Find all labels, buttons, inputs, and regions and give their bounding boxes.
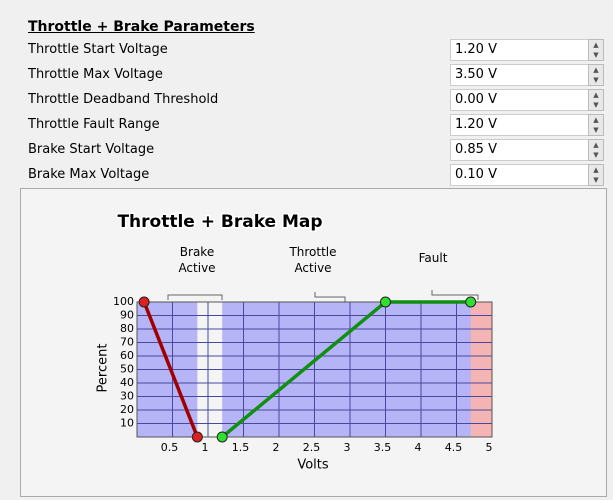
y-axis-label: Percent [96, 344, 111, 393]
y-tick-label: 80 [120, 322, 134, 335]
x-tick-label: 0.5 [161, 441, 179, 454]
x-tick-label: 4 [415, 441, 422, 454]
y-tick-label: 20 [120, 403, 134, 416]
chart-title: Throttle + Brake Map [117, 212, 322, 232]
y-tick-label: 30 [120, 390, 134, 403]
param-label: Throttle Max Voltage [28, 67, 163, 82]
param-input[interactable]: 0.10 V [450, 164, 592, 186]
param-label: Throttle Deadband Threshold [28, 92, 219, 107]
spinner[interactable]: ▲ ▼ [588, 89, 604, 111]
spinner[interactable]: ▲ ▼ [588, 64, 604, 86]
param-row: Brake Max Voltage 0.10 V ▲ ▼ [20, 163, 605, 187]
param-label: Brake Max Voltage [28, 167, 150, 182]
spinner[interactable]: ▲ ▼ [588, 114, 604, 136]
y-tick-label: 90 [120, 309, 134, 322]
param-row: Throttle Start Voltage 1.20 V ▲ ▼ [20, 38, 605, 62]
annotation: Brake Active [178, 245, 216, 275]
annotation-brackets [167, 290, 479, 302]
x-tick-label: 1 [202, 441, 209, 454]
spinner[interactable]: ▲ ▼ [588, 164, 604, 186]
y-tick-label: 100 [113, 295, 134, 308]
x-axis-label: Volts [297, 458, 329, 473]
point [191, 431, 203, 443]
spinner[interactable]: ▲ ▼ [588, 39, 604, 61]
y-tick-label: 10 [120, 417, 134, 430]
annotation: Throttle Active [289, 245, 337, 275]
point [380, 296, 391, 308]
param-input[interactable]: 0.85 V [450, 139, 592, 161]
param-row: Brake Start Voltage 0.85 V ▲ ▼ [20, 138, 605, 162]
x-tick-label: 2 [273, 441, 280, 454]
y-tick-label: 60 [120, 349, 134, 362]
param-row: Throttle Deadband Threshold 0.00 V ▲ ▼ [20, 88, 605, 112]
x-tick-label: 3.5 [374, 441, 392, 454]
y-tick-label: 50 [120, 363, 134, 376]
plot-border [136, 301, 493, 438]
x-tick-label: 5 [486, 441, 493, 454]
spinner[interactable]: ▲ ▼ [588, 139, 604, 161]
x-tick-label: 2.5 [303, 441, 321, 454]
param-row: Throttle Max Voltage 3.50 V ▲ ▼ [20, 63, 605, 87]
line [142, 301, 199, 438]
point [138, 296, 150, 308]
param-label: Throttle Start Voltage [28, 42, 168, 57]
param-label: Brake Start Voltage [28, 142, 155, 157]
param-input[interactable]: 3.50 V [450, 64, 592, 86]
x-tick-label: 3 [344, 441, 351, 454]
param-label: Throttle Fault Range [28, 117, 160, 132]
point [465, 296, 477, 308]
param-input[interactable]: 0.00 V [450, 89, 592, 111]
section-title: Throttle + Brake Parameters [28, 19, 255, 35]
param-input[interactable]: 1.20 V [450, 114, 592, 136]
x-tick-label: 4.5 [445, 441, 463, 454]
param-row: Throttle Fault Range 1.20 V ▲ ▼ [20, 113, 605, 137]
y-tick-label: 40 [120, 376, 134, 389]
point [216, 431, 228, 443]
annotation: Fault [418, 251, 448, 265]
x-tick-label: 1.5 [232, 441, 250, 454]
y-tick-label: 70 [120, 336, 134, 349]
